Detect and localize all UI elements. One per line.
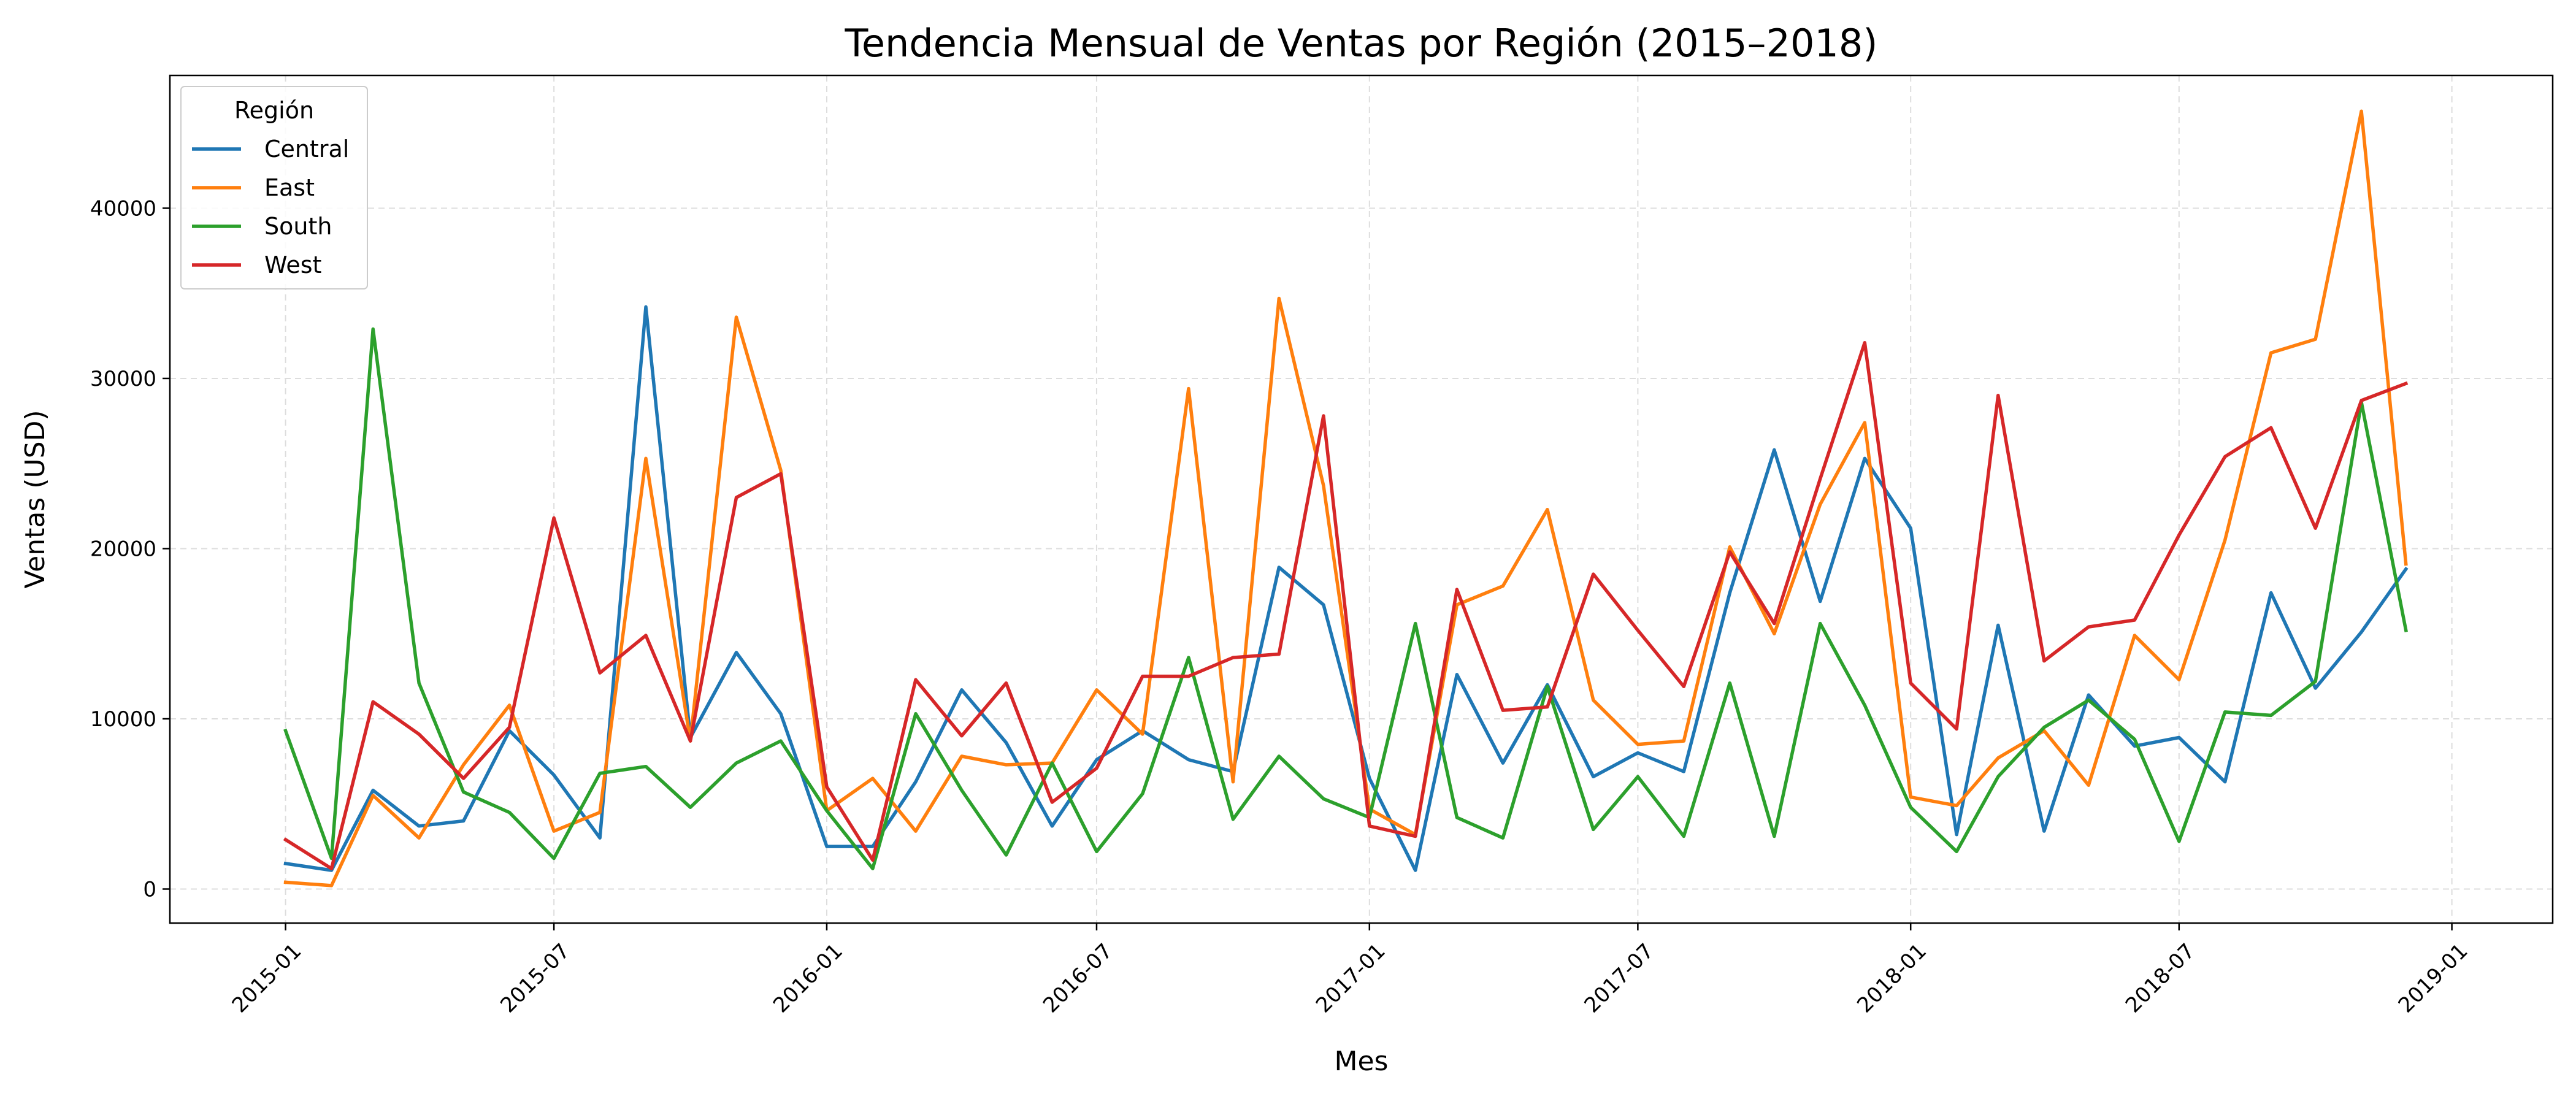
- y-tick-label: 40000: [90, 196, 156, 221]
- y-axis-title: Ventas (USD): [20, 410, 51, 588]
- legend: Región Central East South West: [180, 86, 368, 289]
- y-tick-label: 10000: [90, 707, 156, 732]
- y-tick-label: 20000: [90, 537, 156, 561]
- grid: [170, 75, 2553, 923]
- y-axis: 0 10000 20000 30000 40000: [90, 196, 170, 902]
- series-line-south: [283, 327, 2408, 870]
- series-line-west: [283, 340, 2409, 870]
- series-line-east: [283, 109, 2408, 887]
- series-line-central: [283, 305, 2409, 872]
- y-tick-label: 30000: [90, 367, 156, 391]
- legend-box: [180, 86, 368, 289]
- legend-title: Región: [234, 97, 314, 124]
- legend-label: West: [264, 251, 321, 278]
- plot-series: [283, 109, 2409, 887]
- y-tick-label: 0: [143, 877, 156, 902]
- x-axis-title: Mes: [1335, 1046, 1389, 1077]
- legend-items: Central East South West: [192, 136, 349, 278]
- plot-frame: [169, 74, 2554, 924]
- legend-label: East: [264, 174, 315, 201]
- chart-title: Tendencia Mensual de Ventas por Región (…: [845, 21, 1878, 66]
- legend-label: South: [264, 213, 332, 240]
- legend-label: Central: [264, 136, 349, 163]
